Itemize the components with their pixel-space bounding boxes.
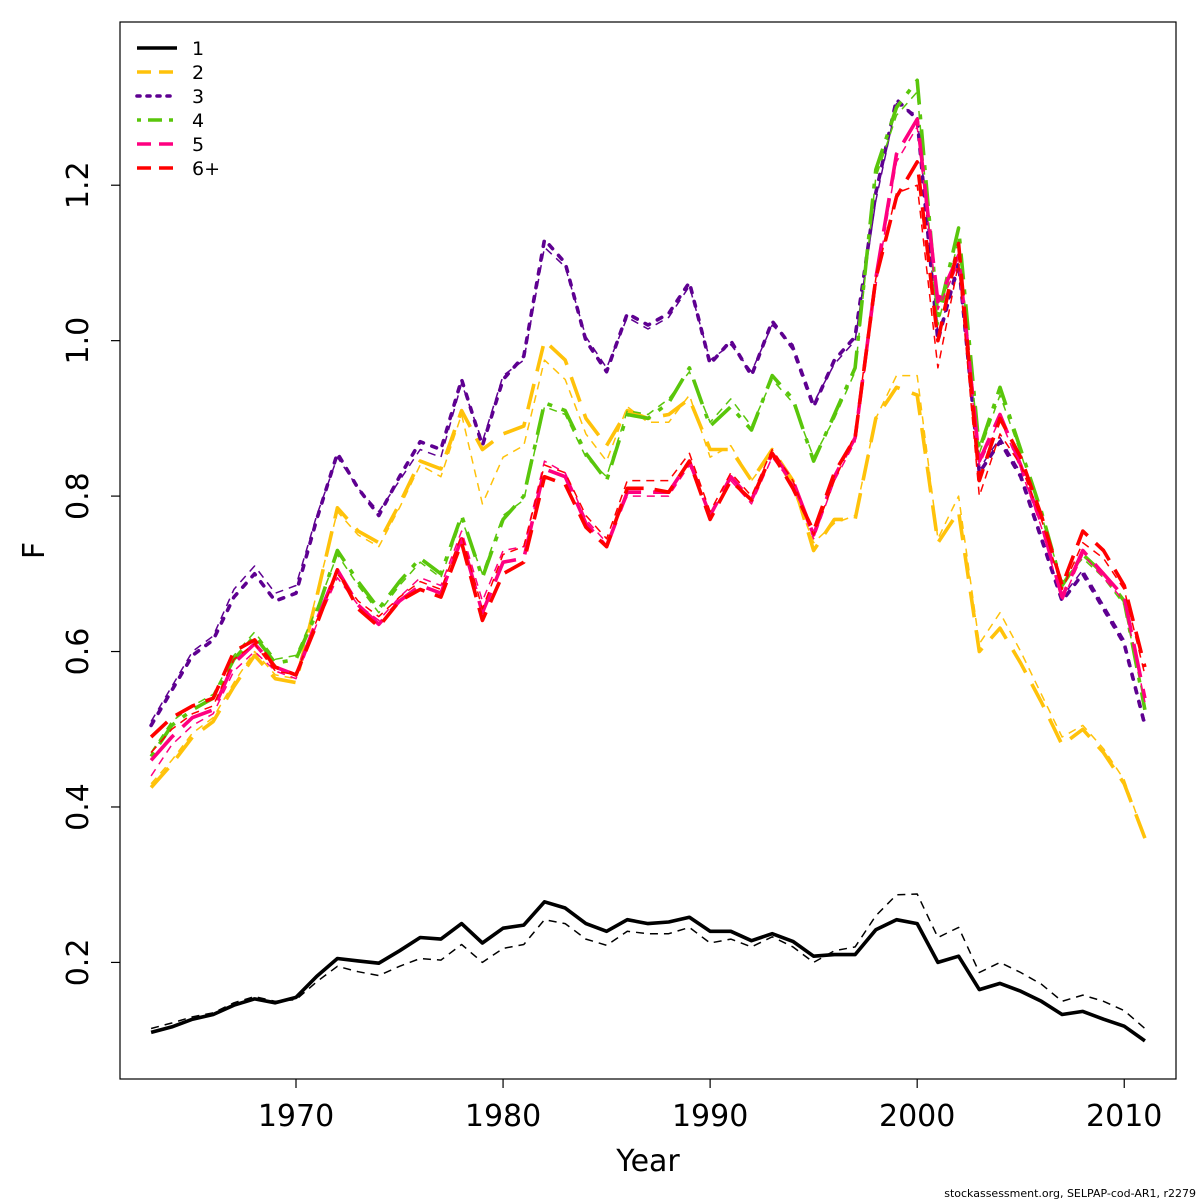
series-1 bbox=[150, 893, 1146, 1043]
series-line-4 bbox=[149, 78, 1147, 758]
series-4 bbox=[149, 78, 1147, 758]
legend-item-2: 2 bbox=[137, 62, 204, 84]
x-tick-label: 2000 bbox=[879, 1099, 955, 1134]
x-tick-label: 1980 bbox=[465, 1099, 541, 1134]
series-layer bbox=[149, 78, 1147, 1043]
series-line-3 bbox=[149, 97, 1147, 728]
x-tick-label: 1970 bbox=[258, 1099, 334, 1134]
plot-frame bbox=[119, 21, 1177, 1080]
legend-label: 6+ bbox=[192, 158, 220, 180]
y-tick-label: 0.2 bbox=[61, 939, 96, 987]
y-tick-label: 1.2 bbox=[61, 161, 96, 209]
legend-label: 2 bbox=[192, 62, 204, 84]
series-line-1 bbox=[150, 899, 1146, 1043]
series-6plus bbox=[149, 160, 1147, 754]
legend-label: 5 bbox=[192, 134, 204, 156]
series-line-thin-6plus bbox=[150, 184, 1146, 754]
legend-item-3: 3 bbox=[135, 86, 204, 108]
legend-item-5: 5 bbox=[137, 134, 204, 156]
legend-label: 3 bbox=[192, 86, 204, 108]
x-tick-label: 1990 bbox=[672, 1099, 748, 1134]
x-axis: 1970 1980 1990 2000 2010 bbox=[258, 1079, 1162, 1134]
series-line-5 bbox=[149, 117, 1147, 762]
legend-item-6plus: 6+ bbox=[137, 158, 220, 180]
series-line-thin-1 bbox=[150, 893, 1146, 1030]
series-5 bbox=[149, 117, 1147, 777]
legend-item-4: 4 bbox=[137, 110, 204, 132]
y-tick-label: 0.6 bbox=[61, 628, 96, 676]
y-axis-title: F bbox=[17, 542, 52, 559]
legend-item-1: 1 bbox=[137, 38, 204, 60]
y-axis: 0.2 0.4 0.6 0.8 1.0 1.2 bbox=[61, 161, 120, 986]
y-tick-label: 0.4 bbox=[61, 783, 96, 831]
y-tick-label: 1.0 bbox=[61, 317, 96, 365]
x-tick-label: 2010 bbox=[1086, 1099, 1162, 1134]
footer-credit: stockassessment.org, SELPAP-cod-AR1, r22… bbox=[944, 1187, 1196, 1200]
x-axis-title: Year bbox=[615, 1144, 680, 1179]
legend-label: 1 bbox=[192, 38, 204, 60]
series-line-thin-5 bbox=[150, 126, 1146, 777]
series-line-6plus bbox=[149, 160, 1147, 739]
y-tick-label: 0.8 bbox=[61, 472, 96, 520]
series-3 bbox=[149, 97, 1147, 728]
legend-label: 4 bbox=[192, 110, 204, 132]
